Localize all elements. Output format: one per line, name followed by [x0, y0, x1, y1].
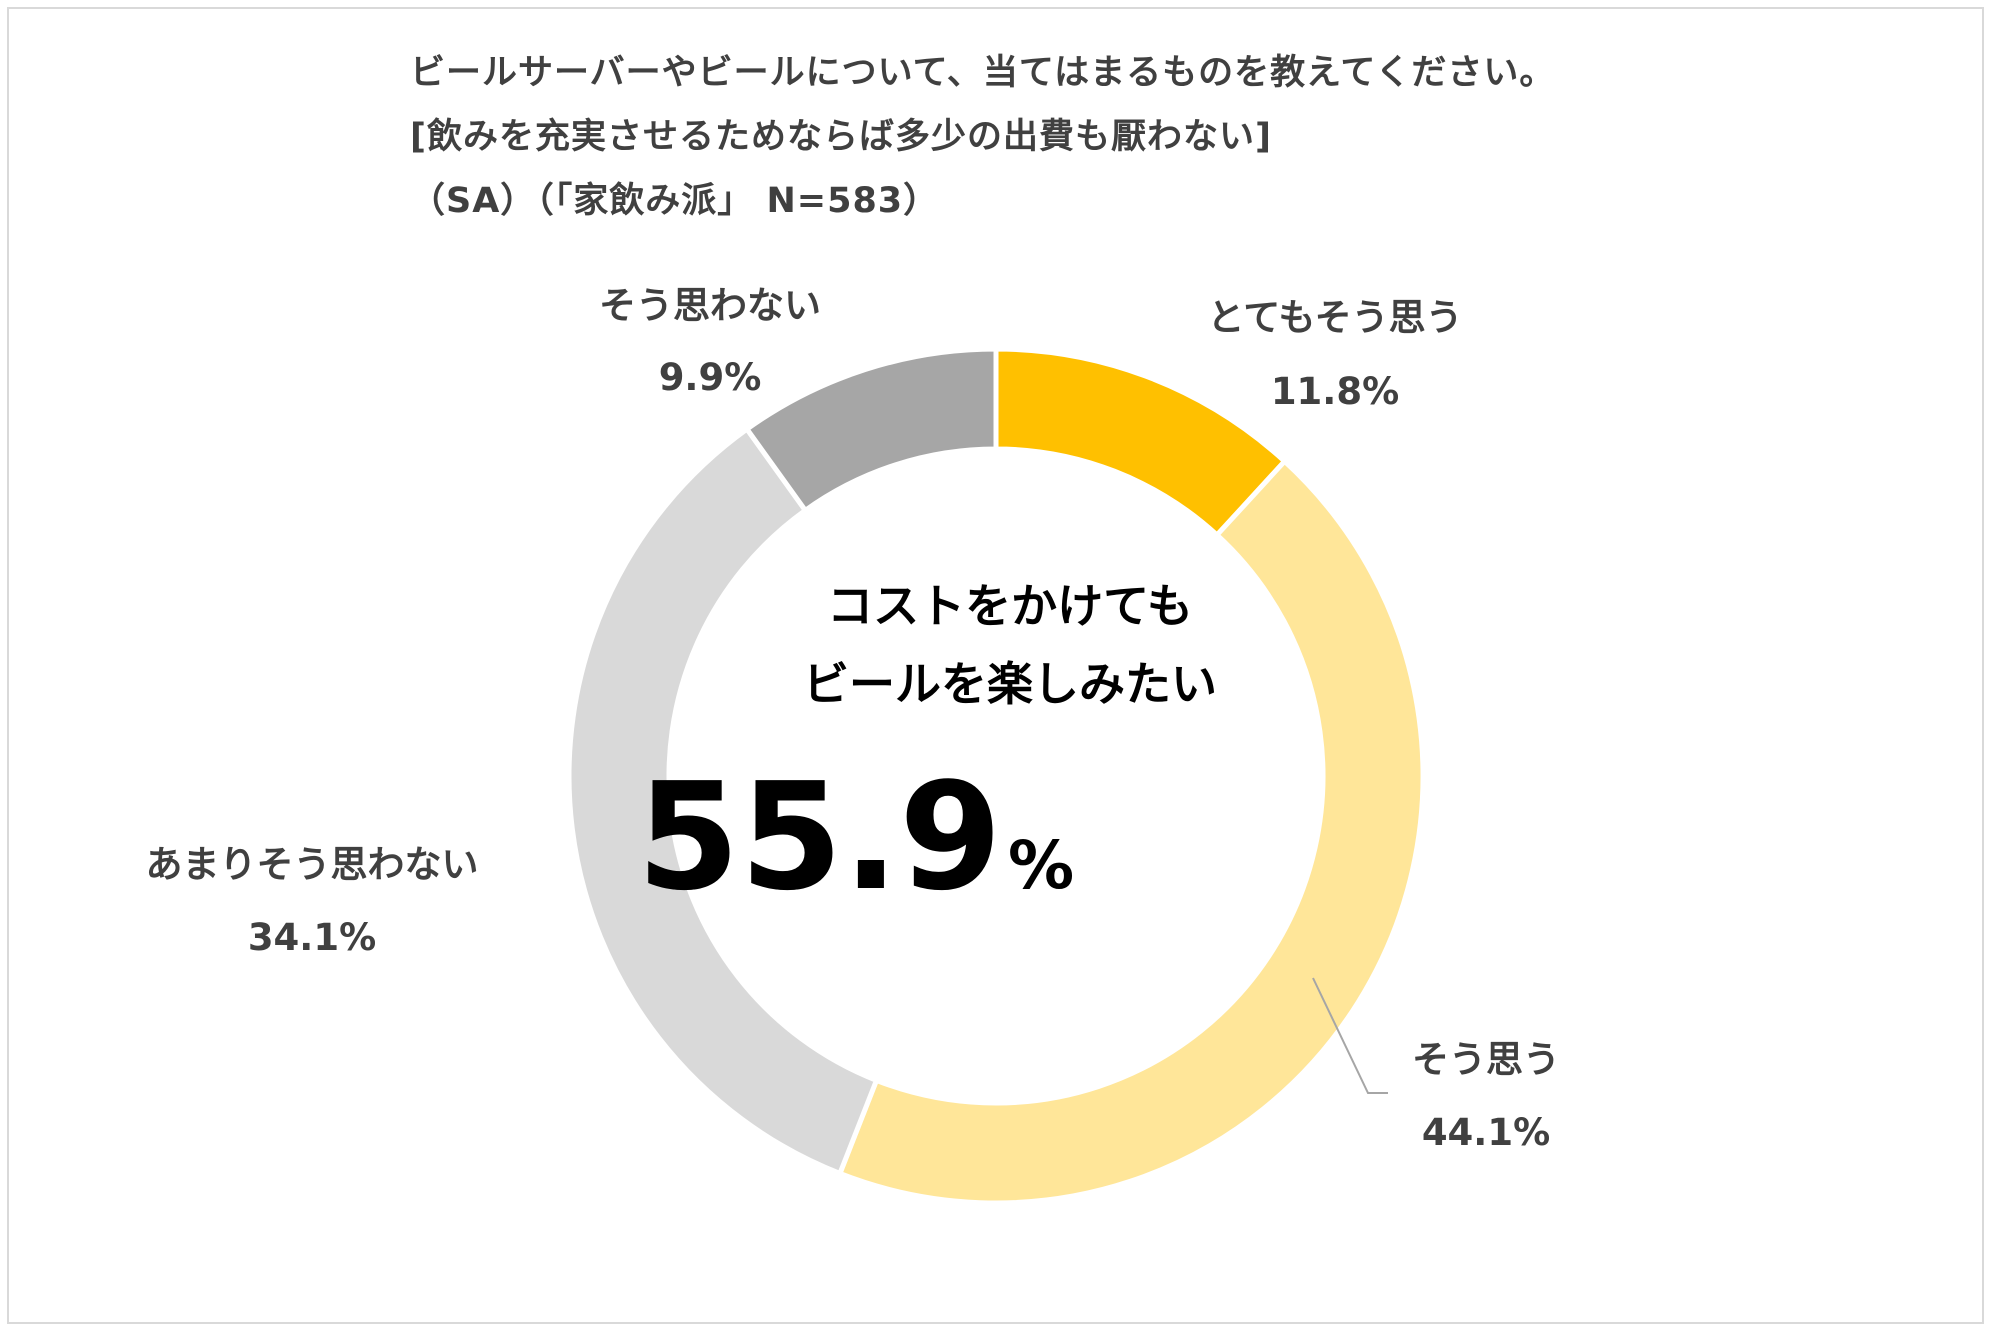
- slice-value-sou-omowanai: 9.9%: [659, 356, 762, 399]
- slice-label-totemo-sou-omou: とてもそう思う: [1207, 296, 1462, 339]
- leader-line-sou-omou: [1312, 977, 1388, 1094]
- slice-value-sou-omou: 44.1%: [1422, 1111, 1550, 1154]
- center-line-1: コストをかけても: [827, 579, 1193, 633]
- chart-title-line-3: （SA）（「家飲み派」 N=583）: [410, 181, 940, 221]
- chart-title-line-1: ビールサーバーやビールについて、当てはまるものを教えてください。: [410, 53, 1556, 93]
- center-line-2: ビールを楽しみたい: [803, 657, 1217, 711]
- slice-value-amari-sou-omowanai: 34.1%: [248, 916, 376, 959]
- center-unit: %: [1008, 827, 1074, 904]
- donut-slice-sou-omowanai: [743, 346, 999, 514]
- chart-title-line-2: [飲みを充実させるためならば多少の出費も厭わない]: [410, 117, 1272, 157]
- donut-slice-sou-omou: [836, 457, 1426, 1206]
- slice-label-sou-omowanai: そう思わない: [599, 284, 821, 327]
- donut-slice-amari-sou-omowanai: [566, 425, 880, 1177]
- slice-label-sou-omou: そう思う: [1412, 1038, 1560, 1081]
- center-value: 55.9: [637, 751, 1002, 923]
- slice-value-totemo-sou-omou: 11.8%: [1271, 370, 1399, 413]
- chart-frame: [7, 7, 1984, 1324]
- slice-label-amari-sou-omowanai: あまりそう思わない: [146, 843, 479, 886]
